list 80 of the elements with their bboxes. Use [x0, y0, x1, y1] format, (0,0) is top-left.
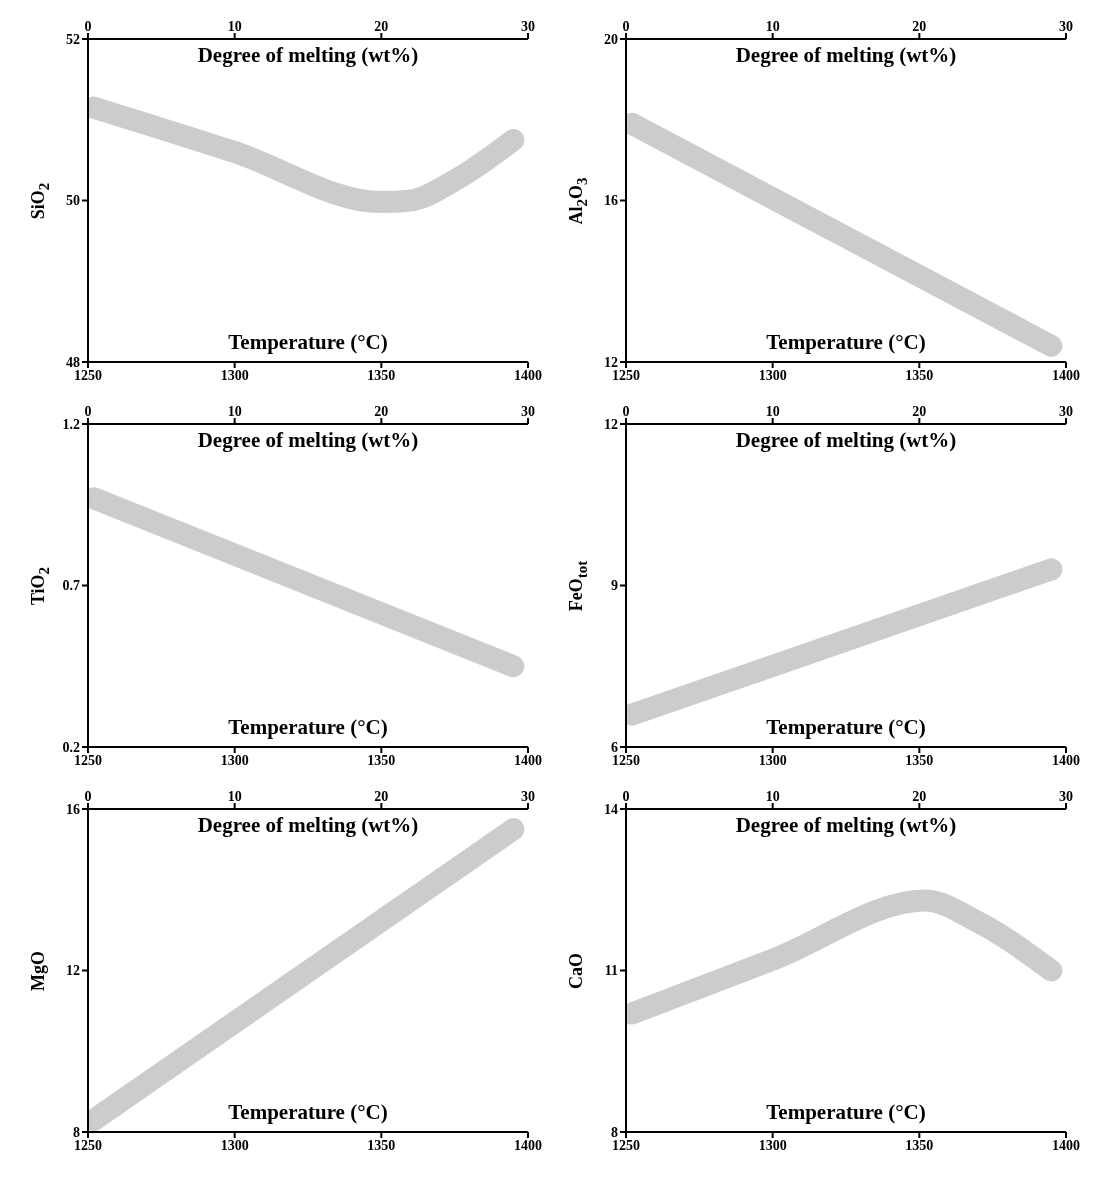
x2-axis-title: Degree of melting (wt%)	[196, 813, 420, 838]
x-tick-label: 1300	[758, 752, 787, 768]
x2-axis-title: Degree of melting (wt%)	[734, 428, 958, 453]
x-tick-label: 1250	[74, 367, 102, 383]
x-tick-label: 1300	[758, 1137, 787, 1153]
x2-tick-label: 10	[765, 404, 780, 419]
x2-tick-label: 0	[84, 789, 92, 804]
x2-tick-label: 20	[912, 19, 927, 34]
x2-axis-title: Degree of melting (wt%)	[734, 43, 958, 68]
x-tick-label: 1400	[1052, 1137, 1080, 1153]
y-tick-label: 20	[604, 31, 618, 47]
x2-tick-label: 0	[84, 19, 92, 34]
x-axis-title: Temperature (°C)	[227, 1100, 389, 1125]
x2-tick-label: 0	[84, 404, 92, 419]
x-axis-title: Temperature (°C)	[227, 330, 389, 355]
y-tick-label: 16	[66, 801, 80, 817]
x-tick-label: 1300	[220, 1137, 249, 1153]
x2-tick-label: 0	[622, 19, 630, 34]
x-tick-label: 1250	[612, 1137, 640, 1153]
x2-tick-label: 30	[521, 19, 535, 34]
x2-tick-label: 20	[374, 404, 389, 419]
y-axis-title: MgO	[28, 950, 49, 991]
x-tick-label: 1350	[905, 1137, 934, 1153]
x-axis-title: Temperature (°C)	[765, 1100, 927, 1125]
x2-tick-label: 10	[227, 789, 242, 804]
x-axis-title: Temperature (°C)	[227, 715, 389, 740]
x-tick-label: 1250	[612, 367, 640, 383]
x2-tick-label: 20	[912, 404, 927, 419]
x2-tick-label: 20	[374, 789, 389, 804]
x-axis-title: Temperature (°C)	[765, 330, 927, 355]
x2-tick-label: 30	[1059, 404, 1073, 419]
x2-tick-label: 30	[521, 789, 535, 804]
x-tick-label: 1250	[612, 752, 640, 768]
y-tick-label: 50	[66, 193, 80, 209]
y-tick-label: 1.2	[62, 416, 80, 432]
y-tick-label: 16	[604, 193, 618, 209]
x2-tick-label: 20	[912, 789, 927, 804]
x-tick-label: 1250	[74, 752, 102, 768]
y-tick-label: 8	[73, 1124, 80, 1140]
x-tick-label: 1300	[758, 367, 787, 383]
x-tick-label: 1400	[514, 752, 542, 768]
x-tick-label: 1350	[367, 752, 396, 768]
y-tick-label: 12	[604, 416, 618, 432]
x-axis-title: Temperature (°C)	[765, 715, 927, 740]
x2-tick-label: 30	[521, 404, 535, 419]
y-tick-label: 12	[66, 963, 80, 979]
x-tick-label: 1400	[514, 367, 542, 383]
y-tick-label: 11	[604, 963, 618, 979]
x-tick-label: 1350	[905, 752, 934, 768]
x2-tick-label: 30	[1059, 19, 1073, 34]
y-tick-label: 48	[66, 354, 80, 370]
x-tick-label: 1400	[1052, 752, 1080, 768]
x2-tick-label: 30	[1059, 789, 1073, 804]
x-tick-label: 1350	[367, 367, 396, 383]
x2-axis-title: Degree of melting (wt%)	[196, 428, 420, 453]
x-tick-label: 1400	[1052, 367, 1080, 383]
x2-tick-label: 0	[622, 404, 630, 419]
y-tick-label: 8	[611, 1124, 618, 1140]
y-tick-label: 6	[611, 739, 618, 755]
y-tick-label: 0.7	[62, 578, 80, 594]
x2-axis-title: Degree of melting (wt%)	[196, 43, 420, 68]
x2-tick-label: 0	[622, 789, 630, 804]
y-tick-label: 0.2	[62, 739, 80, 755]
x2-tick-label: 10	[765, 19, 780, 34]
x2-tick-label: 10	[765, 789, 780, 804]
y-tick-label: 9	[611, 578, 618, 594]
x-tick-label: 1350	[905, 367, 934, 383]
x-tick-label: 1250	[74, 1137, 102, 1153]
y-tick-label: 12	[604, 354, 618, 370]
x-tick-label: 1350	[367, 1137, 396, 1153]
y-tick-label: 52	[66, 31, 80, 47]
x2-tick-label: 20	[374, 19, 389, 34]
x2-tick-label: 10	[227, 19, 242, 34]
x2-axis-title: Degree of melting (wt%)	[734, 813, 958, 838]
x2-tick-label: 10	[227, 404, 242, 419]
x-tick-label: 1300	[220, 367, 249, 383]
x-tick-label: 1400	[514, 1137, 542, 1153]
y-axis-title: CaO	[566, 952, 587, 989]
y-tick-label: 14	[604, 801, 618, 817]
x-tick-label: 1300	[220, 752, 249, 768]
